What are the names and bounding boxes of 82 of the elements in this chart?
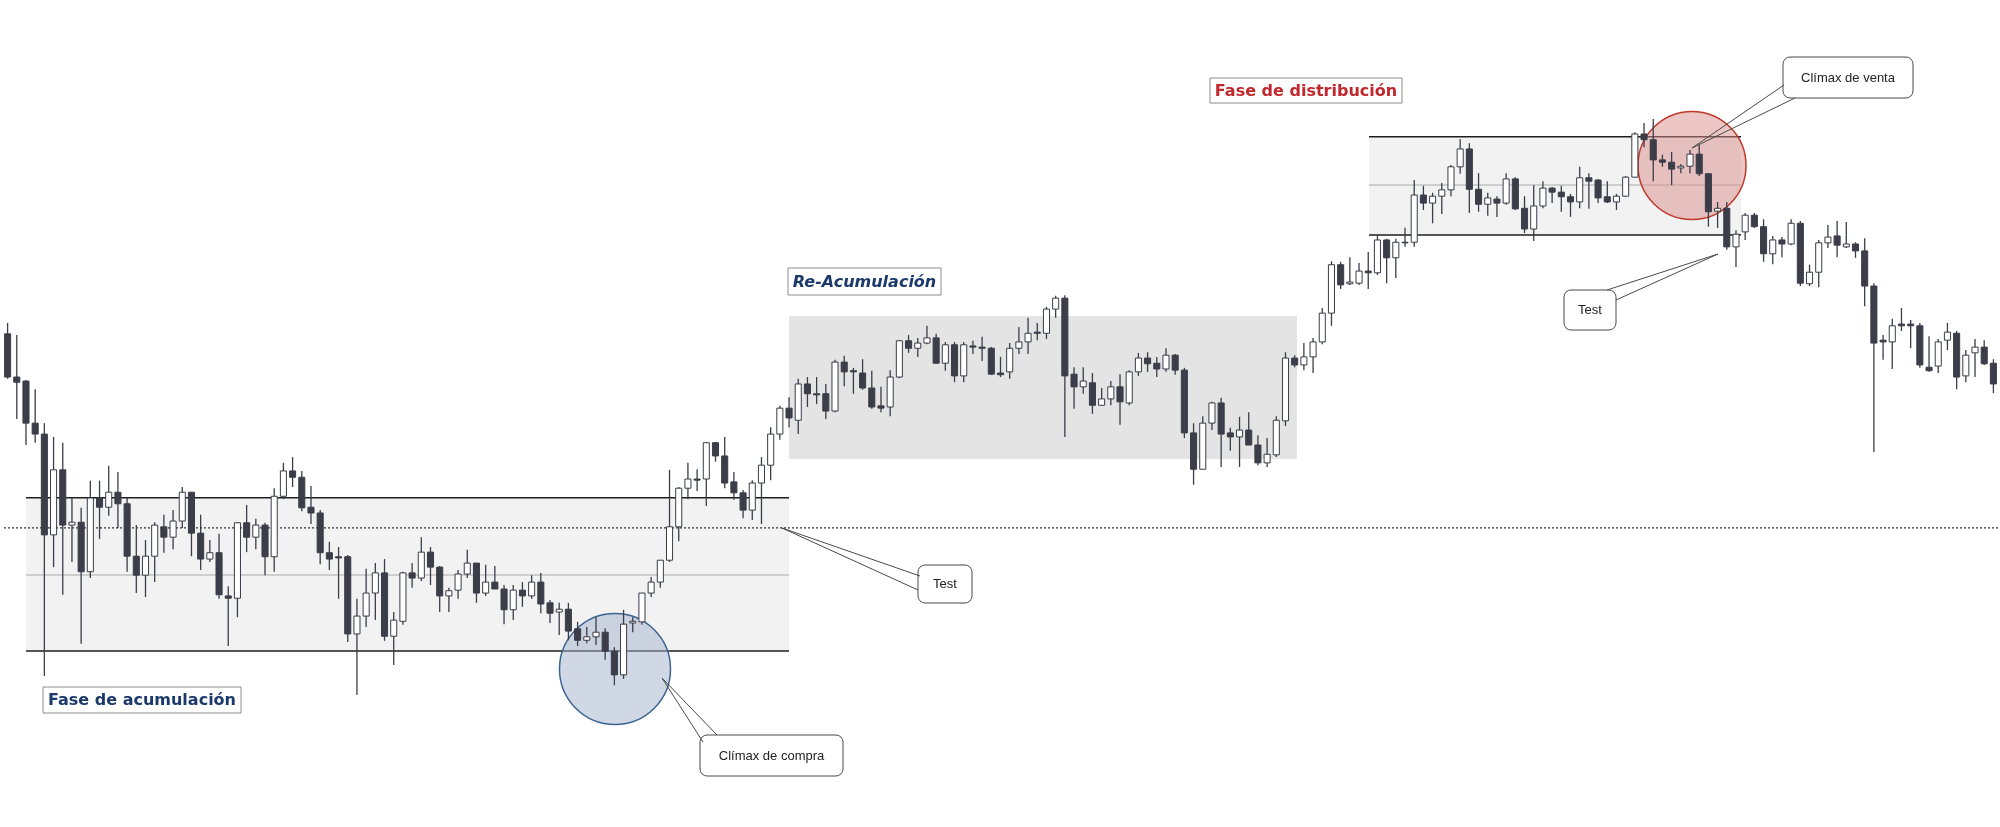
candlestick <box>463 549 471 579</box>
candlestick <box>1475 172 1483 213</box>
candlestick <box>555 602 563 636</box>
candlestick <box>243 504 251 553</box>
candlestick <box>105 465 113 517</box>
candlestick <box>914 337 922 358</box>
candlestick <box>1006 342 1014 380</box>
candlestick <box>1897 307 1905 332</box>
candlestick <box>482 564 490 597</box>
candlestick <box>1052 295 1060 319</box>
candlestick <box>1695 144 1703 177</box>
candlestick <box>528 574 536 600</box>
candlestick <box>426 546 435 586</box>
candlestick <box>13 334 21 420</box>
text: Fase de distribución <box>1214 80 1398 100</box>
candlestick <box>518 581 526 608</box>
candlestick <box>849 367 857 395</box>
candlestick <box>1566 193 1575 218</box>
candlestick <box>1769 235 1777 265</box>
candlestick <box>1383 238 1391 284</box>
candlestick <box>1925 335 1933 373</box>
candlestick <box>1943 322 1951 351</box>
candlestick <box>1732 229 1740 268</box>
candlestick <box>1888 318 1896 370</box>
candlestick <box>1337 261 1345 290</box>
candlestick <box>1980 339 1988 366</box>
candlestick <box>757 456 765 525</box>
candlestick <box>1714 201 1722 229</box>
text: Clímax de compra <box>718 747 826 763</box>
annotation: Re-Acumulación <box>792 271 937 291</box>
candlestick <box>1438 182 1446 215</box>
candlestick <box>1649 118 1657 182</box>
candlestick <box>1557 185 1565 213</box>
candlestick <box>941 341 949 372</box>
candlestick <box>96 480 104 540</box>
candlestick <box>574 621 582 647</box>
candlestick <box>132 524 140 594</box>
candlestick <box>1521 195 1529 234</box>
candlestick <box>803 376 811 408</box>
candlestick <box>1245 411 1253 446</box>
candlestick <box>1226 427 1234 452</box>
candlestick <box>1530 184 1538 242</box>
candlestick <box>1079 366 1087 395</box>
annotation: Test <box>933 576 958 591</box>
candlestick <box>1806 264 1814 287</box>
candlestick <box>996 356 1005 378</box>
candlestick <box>224 585 232 647</box>
candlestick <box>1088 372 1096 415</box>
candlestick <box>711 441 720 463</box>
candlestick <box>141 539 150 598</box>
candlestick <box>1741 212 1749 241</box>
candlestick <box>325 541 333 571</box>
candlestick <box>1622 175 1630 198</box>
candlestick <box>335 546 343 600</box>
candlestick <box>1236 416 1244 468</box>
candlestick <box>840 355 848 387</box>
candlestick <box>1842 221 1850 249</box>
candlestick <box>610 646 618 686</box>
candlestick <box>1419 185 1427 211</box>
text: Clímax de venta <box>1801 69 1896 85</box>
candlestick <box>868 370 876 410</box>
candlestick <box>1153 356 1161 378</box>
candlestick <box>656 559 664 589</box>
candlestick <box>1989 358 1997 394</box>
candlestick <box>1668 151 1676 186</box>
annotation: Fase de acumulación <box>48 690 236 709</box>
candlestick <box>1429 192 1437 224</box>
candlestick <box>371 562 379 621</box>
candlestick <box>564 602 572 641</box>
candlestick <box>509 584 517 621</box>
candlestick <box>1134 352 1142 377</box>
candlestick <box>813 376 821 405</box>
candlestick <box>1907 319 1915 349</box>
candlestick <box>1364 251 1372 290</box>
candlestick <box>1144 351 1152 373</box>
annotation: Test <box>1578 302 1603 317</box>
candlestick <box>1962 349 1970 383</box>
candlestick <box>1971 338 1979 378</box>
candlestick <box>1484 192 1492 217</box>
candlestick <box>859 358 867 391</box>
candlestick <box>289 456 297 488</box>
candlestick <box>390 611 398 666</box>
